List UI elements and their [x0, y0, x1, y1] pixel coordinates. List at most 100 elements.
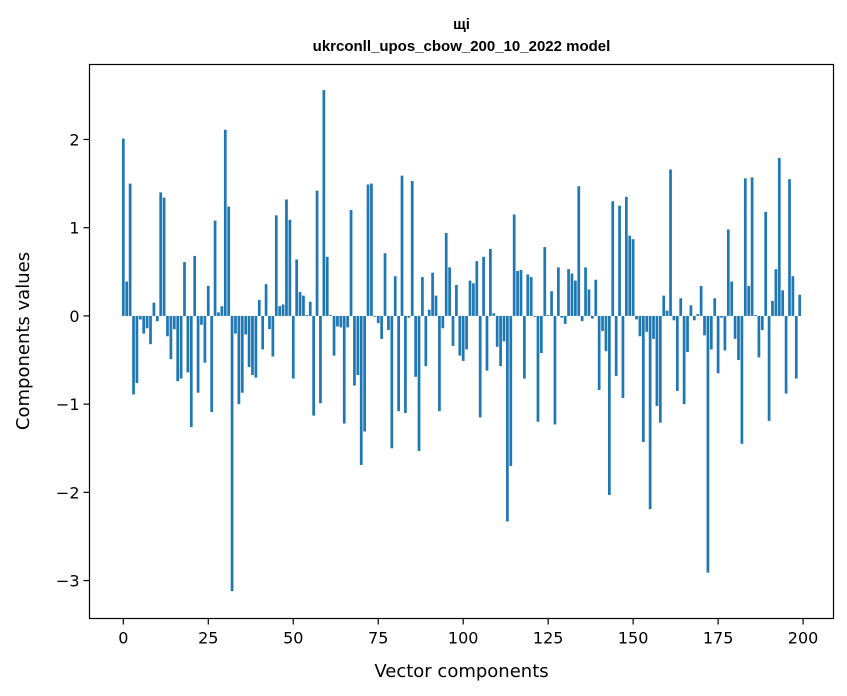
bar — [563, 315, 567, 324]
bar — [315, 190, 319, 316]
bar — [254, 315, 258, 378]
bar — [149, 315, 152, 345]
bar — [172, 315, 176, 330]
bar — [363, 315, 366, 432]
x-tick-label: 150 — [618, 629, 649, 648]
bar — [614, 315, 618, 376]
bar — [414, 315, 417, 377]
bar — [784, 315, 788, 394]
bar — [523, 315, 526, 379]
bar — [325, 256, 329, 316]
bar — [590, 315, 594, 319]
bar — [220, 306, 224, 316]
bar — [319, 315, 322, 404]
bar — [458, 315, 462, 356]
bar — [713, 298, 717, 316]
bar — [607, 315, 611, 495]
bar — [489, 248, 492, 316]
bar — [404, 315, 407, 413]
bar — [682, 315, 686, 405]
bar — [771, 300, 774, 316]
bar — [618, 205, 621, 316]
bar — [359, 315, 363, 466]
bar — [206, 285, 210, 316]
bar — [611, 201, 615, 316]
bar — [431, 272, 434, 316]
bar — [393, 276, 397, 316]
bar — [638, 315, 642, 337]
bar — [162, 197, 166, 316]
bar — [183, 262, 186, 316]
y-tick-label: 1 — [69, 219, 79, 238]
bar — [777, 158, 781, 316]
bar — [285, 199, 288, 316]
bar — [295, 259, 299, 316]
bar — [750, 177, 754, 316]
bar — [655, 315, 659, 406]
bar — [128, 183, 132, 316]
bar — [135, 315, 139, 383]
bar — [421, 277, 424, 316]
bar — [332, 315, 336, 356]
bar — [570, 273, 574, 316]
bar — [271, 315, 275, 357]
bar — [329, 315, 333, 316]
bar — [217, 312, 220, 316]
bar — [587, 289, 591, 316]
x-tick-label: 100 — [448, 629, 479, 648]
bar — [366, 184, 370, 316]
bar — [261, 315, 265, 350]
bar — [536, 315, 540, 422]
bar — [336, 315, 339, 327]
x-tick-label: 125 — [533, 629, 564, 648]
bar — [533, 315, 536, 317]
bar — [223, 129, 227, 316]
bar — [658, 315, 662, 423]
bar — [145, 315, 149, 329]
bar — [281, 304, 285, 316]
bar — [550, 291, 553, 316]
bar — [669, 169, 672, 316]
bar — [624, 196, 628, 316]
bar — [764, 211, 768, 316]
x-tick-label: 75 — [368, 629, 388, 648]
bar — [692, 315, 696, 321]
bar — [798, 294, 802, 316]
bar — [339, 315, 343, 328]
bar — [499, 315, 502, 367]
bar — [543, 247, 547, 316]
x-tick-label: 200 — [788, 629, 819, 648]
bar — [635, 315, 638, 320]
bar — [240, 315, 244, 393]
bar — [203, 315, 207, 363]
bar — [767, 315, 771, 421]
y-tick-label: −1 — [56, 395, 80, 414]
bar — [757, 315, 761, 358]
bar — [237, 315, 241, 405]
bar — [519, 270, 523, 316]
bar — [574, 280, 577, 316]
x-tick-label: 50 — [283, 629, 303, 648]
y-tick-label: 0 — [69, 307, 79, 326]
bar — [387, 315, 390, 331]
bar — [257, 300, 261, 316]
y-axis-label: Components values — [13, 252, 34, 430]
bar — [730, 281, 734, 316]
bar — [312, 315, 316, 416]
bar — [200, 315, 203, 325]
y-tick-label: −3 — [56, 572, 80, 591]
bar — [601, 315, 604, 331]
bar — [441, 315, 445, 329]
bar — [227, 206, 231, 316]
bar — [675, 315, 679, 391]
bar — [672, 315, 676, 321]
bar — [468, 280, 472, 316]
bar — [424, 315, 428, 367]
bar — [125, 281, 129, 316]
bar — [346, 315, 349, 328]
bar — [529, 277, 533, 316]
bar — [594, 279, 598, 316]
bar — [740, 315, 744, 444]
bar — [397, 315, 400, 412]
